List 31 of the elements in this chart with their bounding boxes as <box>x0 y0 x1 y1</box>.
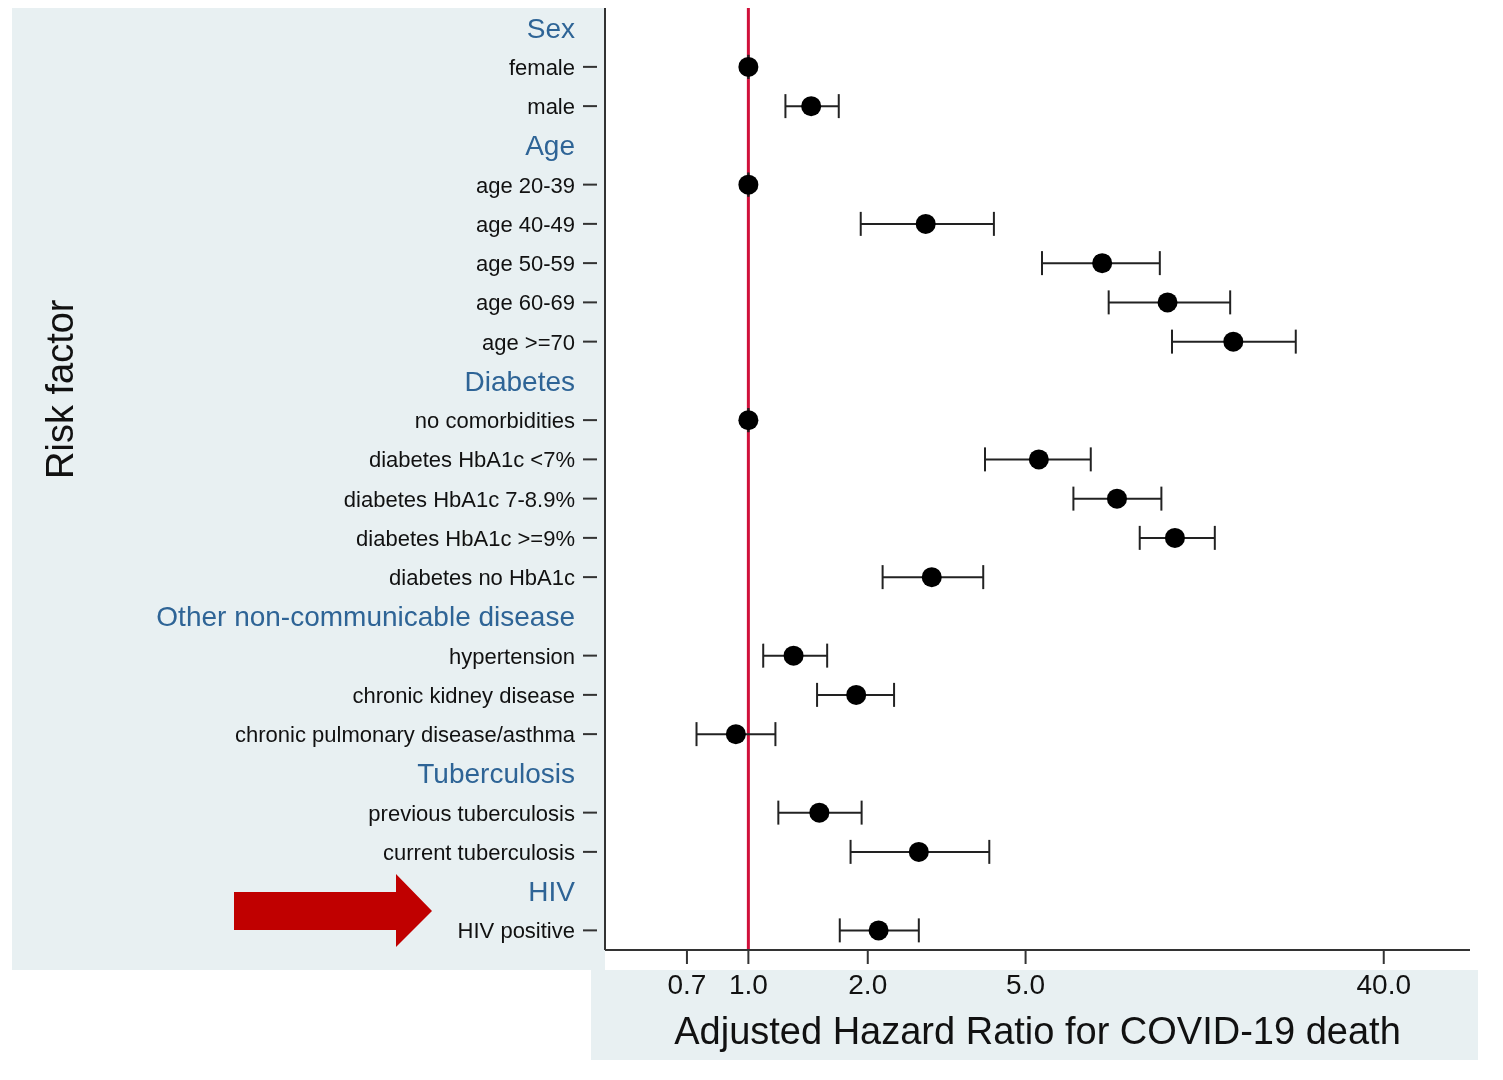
y-tick-label: age 40-49 <box>475 211 575 237</box>
x-tick-label: 1.0 <box>728 968 768 1000</box>
y-tick-label: no comorbidities <box>414 408 575 434</box>
y-axis-title: Risk factor <box>39 299 82 479</box>
y-tick-label: HIV <box>528 876 576 908</box>
y-tick-label: chronic pulmonary disease/asthma <box>235 722 576 748</box>
y-tick-label: Age <box>525 130 575 162</box>
y-tick-label: previous tuberculosis <box>368 800 575 826</box>
y-tick-label: age 50-59 <box>475 251 575 277</box>
x-tick-label: 5.0 <box>1006 968 1046 1000</box>
y-tick-label: hypertension <box>449 643 575 669</box>
y-tick-label: age 20-39 <box>475 172 575 198</box>
y-tick-label: diabetes no HbA1c <box>389 565 575 591</box>
y-tick-label: Tuberculosis <box>417 758 575 790</box>
x-tick-label: 2.0 <box>848 968 888 1000</box>
y-tick-label: Diabetes <box>464 365 575 397</box>
y-tick-label: diabetes HbA1c <7% <box>368 447 575 473</box>
y-tick-label: Other non-communicable disease <box>156 601 575 633</box>
x-tick-label: 0.7 <box>667 968 707 1000</box>
x-axis-title: Adjusted Hazard Ratio for COVID-19 death <box>674 1010 1401 1052</box>
y-tick-label: current tuberculosis <box>383 839 575 865</box>
y-tick-label: HIV positive <box>457 918 575 944</box>
y-tick-label: diabetes HbA1c 7-8.9% <box>343 486 575 512</box>
y-tick-label: chronic kidney disease <box>352 682 575 708</box>
y-tick-label: female <box>508 54 575 80</box>
y-tick-label: diabetes HbA1c >=9% <box>356 525 575 551</box>
y-tick-label: age 60-69 <box>475 290 575 316</box>
y-tick-label: age >=70 <box>482 329 575 355</box>
y-tick-label: male <box>527 94 575 120</box>
y-tick-label: Sex <box>526 12 575 44</box>
x-tick-label: 40.0 <box>1356 968 1411 1000</box>
